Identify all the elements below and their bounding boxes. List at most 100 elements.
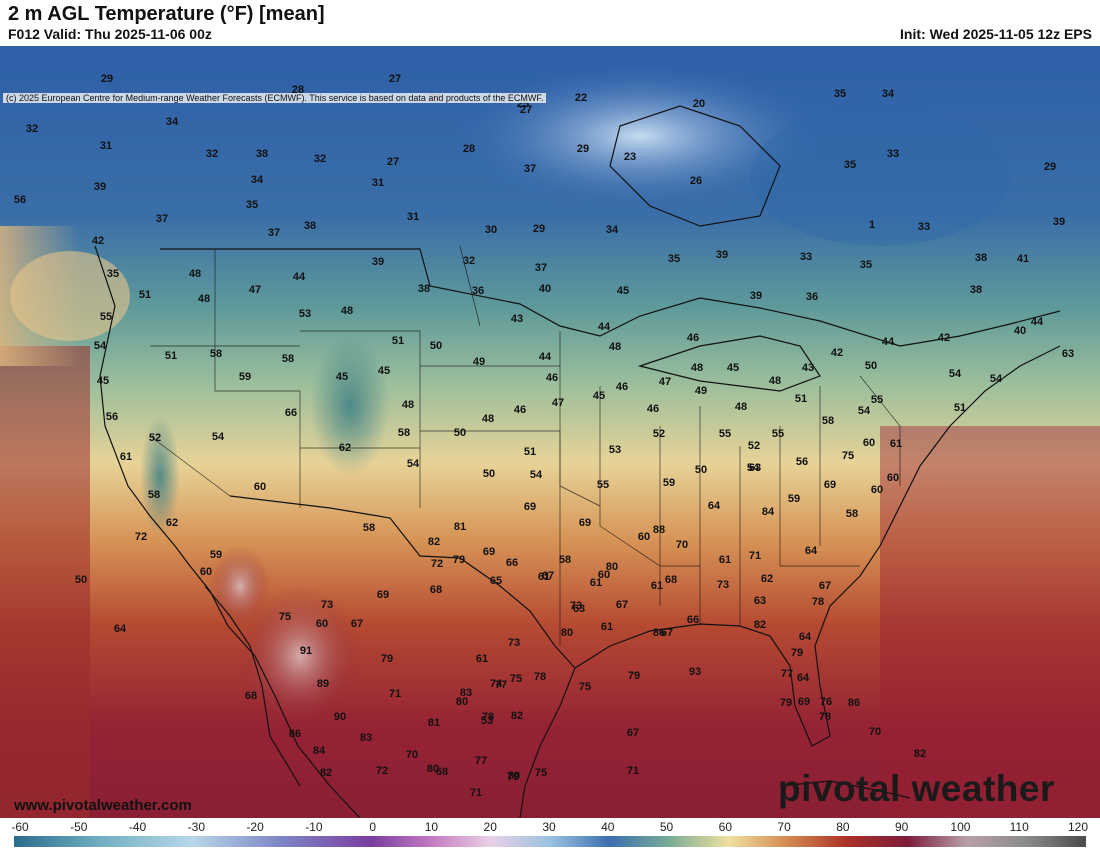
temperature-label: 27	[520, 104, 532, 116]
temperature-label: 75	[579, 681, 591, 693]
temperature-label: 38	[256, 148, 268, 160]
temperature-map[interactable]: 2927302220253428273432353238322837292333…	[0, 46, 1100, 818]
temperature-label: 50	[483, 468, 495, 480]
temperature-label: 32	[26, 123, 38, 135]
temperature-label: 71	[470, 787, 482, 799]
temperature-label: 29	[1044, 161, 1056, 173]
temperature-label: 58	[282, 353, 294, 365]
temperature-label: 78	[534, 671, 546, 683]
temperature-label: 62	[166, 517, 178, 529]
temperature-label: 39	[1053, 216, 1065, 228]
temperature-label: 69	[524, 501, 536, 513]
temperature-label: 68	[665, 574, 677, 586]
temperature-label: 58	[822, 415, 834, 427]
temperature-label: 33	[887, 148, 899, 160]
temperature-label: 75	[279, 611, 291, 623]
temperature-label: 68	[436, 766, 448, 778]
temperature-label: 54	[858, 405, 871, 417]
temperature-label: 60	[638, 531, 650, 543]
temperature-label: 80	[456, 696, 468, 708]
temperature-label: 80	[606, 561, 618, 573]
colorbar: -60 -50 -40 -30 -20 -10 0 10 20 30 40 50 60 70 80 90 100…	[0, 818, 1100, 850]
map-header: 2 m AGL Temperature (°F) [mean] F012 Val…	[0, 0, 1100, 46]
temperature-label: 66	[506, 557, 518, 569]
temperature-label: 45	[336, 371, 348, 383]
temperature-label: 79	[507, 771, 519, 783]
temperature-label: 69	[798, 696, 810, 708]
temperature-label: 46	[616, 381, 628, 393]
temperature-label: 60	[254, 481, 266, 493]
temperature-label: 28	[463, 143, 475, 155]
temperature-label: 38	[304, 220, 316, 232]
temperature-label: 62	[339, 442, 351, 454]
temperature-label: 58	[148, 489, 160, 501]
temperature-label: 43	[511, 313, 523, 325]
great-lakes-outline	[637, 335, 821, 392]
sonora-hot-region	[240, 586, 360, 726]
temperature-label: 62	[761, 573, 773, 585]
site-url[interactable]: www.pivotalweather.com	[14, 797, 192, 814]
temperature-label: 61	[476, 653, 488, 665]
temperature-label: 27	[389, 73, 401, 85]
temperature-label: 60	[316, 618, 328, 630]
temperature-label: 67	[627, 727, 639, 739]
temperature-label: 60	[887, 472, 899, 484]
temperature-label: 55	[597, 479, 609, 491]
temperature-label: 61	[538, 571, 550, 583]
temperature-label: 50	[430, 340, 442, 352]
temperature-label: 54	[747, 462, 760, 474]
map-title: 2 m AGL Temperature (°F) [mean]	[8, 3, 325, 25]
colorbar-tick-label: 40	[601, 820, 615, 834]
temperature-label: 45	[617, 285, 629, 297]
temperature-label: 79	[453, 554, 465, 566]
temperature-label: 89	[317, 678, 329, 690]
temperature-label: 59	[788, 493, 800, 505]
colorbar-tick-label: 90	[895, 820, 909, 834]
temperature-label: 60	[200, 566, 212, 578]
temperature-label: 64	[708, 500, 721, 512]
temperature-label: 48	[691, 362, 703, 374]
temperature-label: 50	[75, 574, 87, 586]
temperature-label: 56	[796, 456, 808, 468]
temperature-label: 77	[781, 668, 793, 680]
temperature-label: 80	[427, 763, 439, 775]
temperature-label: 37	[524, 163, 536, 175]
temperature-label: 39	[716, 249, 728, 261]
temperature-label: 82	[754, 619, 766, 631]
temperature-label: 70	[869, 726, 881, 738]
temperature-label: 54	[407, 458, 420, 470]
temperature-label: 35	[246, 199, 258, 211]
colorbar-tick-label: -50	[70, 820, 88, 834]
temperature-label: 55	[871, 394, 883, 406]
temperature-label: 51	[795, 393, 807, 405]
temperature-label: 78	[819, 711, 831, 723]
temperature-label: 84	[762, 506, 775, 518]
temperature-label: 51	[139, 289, 151, 301]
temperature-label: 61	[719, 554, 731, 566]
temperature-label: 51	[392, 335, 404, 347]
state-borders	[149, 245, 901, 646]
temperature-label: 72	[376, 765, 388, 777]
temperature-label: 80	[508, 770, 520, 782]
credit-line: (c) 2025 European Centre for Medium-rang…	[3, 93, 547, 103]
temperature-label: 53	[481, 715, 493, 727]
temperature-label: 47	[552, 397, 564, 409]
colorbar-tick-label: 120	[1068, 820, 1088, 834]
temperature-label: 83	[460, 687, 472, 699]
colorbar-gradient	[14, 836, 1086, 847]
temperature-label: 68	[245, 690, 257, 702]
temperature-label: 58	[846, 508, 858, 520]
temperature-label: 56	[106, 411, 118, 423]
temperature-label: 30	[485, 224, 497, 236]
temperature-label: 45	[593, 390, 605, 402]
colorbar-tick-label: 0	[369, 820, 376, 834]
temperature-label: 41	[1017, 253, 1029, 265]
temperature-label: 34	[606, 224, 619, 236]
temperature-label: 66	[687, 614, 699, 626]
map-canvas[interactable]: 2927302220253428273432353238322837292333…	[0, 46, 1100, 818]
temperature-label: 48	[402, 399, 414, 411]
colorbar-tick-label: 70	[777, 820, 791, 834]
temperature-label: 81	[428, 717, 440, 729]
temperature-label: 37	[156, 213, 168, 225]
colorbar-tick-label: -10	[305, 820, 323, 834]
